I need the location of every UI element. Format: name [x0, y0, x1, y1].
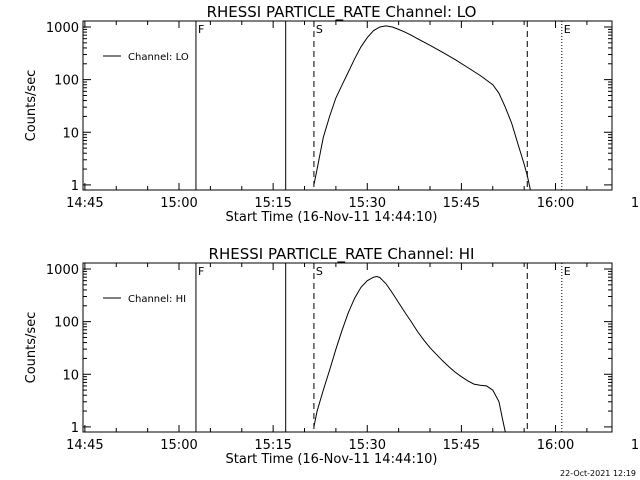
chart-title: RHESSI PARTICLE_RATE Channel: LO [207, 3, 477, 22]
footer-timestamp: 22-Oct-2021 12:19 [560, 469, 636, 478]
marker-label: E [564, 265, 571, 278]
y-tick-label: 1 [71, 421, 79, 436]
legend-label: Channel: HI [128, 294, 186, 305]
x-tick-label: 15:00 [160, 438, 197, 453]
series-line [313, 25, 531, 190]
x-tick-label: 16:15 [631, 438, 640, 453]
x-tick-label: 15:45 [443, 438, 480, 453]
x-tick-label: 15:15 [254, 196, 291, 211]
x-tick-label: 15:45 [443, 196, 480, 211]
marker-label: S [316, 265, 323, 278]
x-tick-label: 16:00 [537, 196, 574, 211]
chart-panel-2: RHESSI PARTICLE_RATE Channel: HI 14:45 15:… [24, 245, 640, 467]
y-tick-label: 10 [62, 368, 79, 383]
marker-label: S [316, 23, 323, 36]
legend-label: Channel: LO [128, 52, 189, 63]
x-tick-label: 15:30 [349, 196, 386, 211]
y-tick-label: 1000 [46, 21, 79, 36]
chart-panel-1: RHESSI PARTICLE_RATE Channel: LO 14:45 15:… [24, 3, 640, 225]
x-tick-label: 16:15 [631, 196, 640, 211]
x-axis-label: Start Time (16-Nov-11 14:44:10) [226, 210, 438, 225]
y-tick-label: 100 [54, 316, 79, 331]
x-tick-label: 15:30 [349, 438, 386, 453]
plot-frame [82, 20, 613, 191]
x-axis-label: Start Time (16-Nov-11 14:44:10) [226, 452, 438, 467]
chart-title: RHESSI PARTICLE_RATE Channel: HI [209, 245, 475, 264]
y-tick-label: 1 [71, 179, 79, 194]
y-axis-label: Counts/sec [24, 312, 39, 384]
y-tick-label: 10 [62, 126, 79, 141]
x-tick-label: 14:45 [66, 438, 103, 453]
x-tick-label: 15:00 [160, 196, 197, 211]
x-tick-label: 15:15 [254, 438, 291, 453]
plot-frame [82, 262, 613, 433]
x-tick-label: 16:00 [537, 438, 574, 453]
y-tick-label: 100 [54, 74, 79, 89]
marker-label: F [198, 265, 204, 278]
y-axis-label: Counts/sec [24, 70, 39, 142]
y-tick-label: 1000 [46, 263, 79, 278]
x-tick-label: 14:45 [66, 196, 103, 211]
series-line [313, 275, 506, 432]
marker-label: F [198, 23, 204, 36]
marker-label: E [564, 23, 571, 36]
